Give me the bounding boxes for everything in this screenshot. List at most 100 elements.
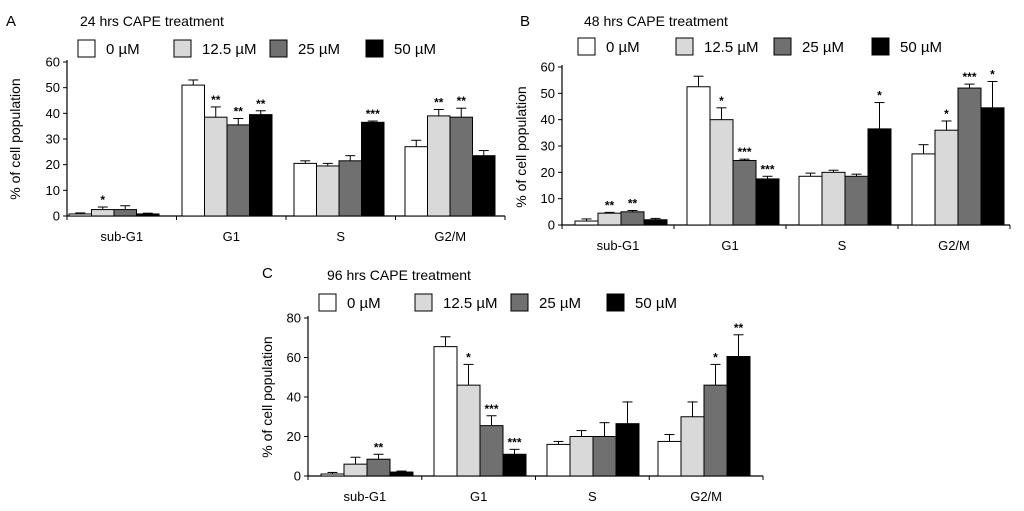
- legend-swatch: [871, 37, 890, 56]
- panel-letter: C: [262, 265, 273, 282]
- x-tick-label: G2/M: [690, 489, 722, 504]
- bar: [472, 155, 496, 217]
- significance-label: *: [990, 67, 995, 81]
- legend-label: 25 µM: [539, 295, 581, 312]
- bar: [686, 86, 711, 226]
- bar: [597, 212, 622, 226]
- significance-label: ***: [366, 107, 380, 121]
- bar: [449, 116, 473, 217]
- y-tick-label: 40: [46, 106, 60, 121]
- x-tick-label: G2/M: [434, 229, 466, 244]
- panel-letter: B: [520, 13, 530, 30]
- legend-label: 25 µM: [802, 39, 844, 56]
- bar: [343, 463, 368, 477]
- x-tick-label: sub-G1: [597, 238, 640, 253]
- bar: [456, 384, 481, 477]
- bar: [293, 162, 317, 217]
- bar: [136, 213, 160, 217]
- significance-label: ***: [484, 402, 498, 416]
- legend-label: 50 µM: [900, 39, 942, 56]
- bar: [867, 128, 892, 226]
- y-tick-label: 60: [46, 55, 60, 70]
- significance-label: ***: [962, 70, 976, 84]
- legend-swatch: [773, 37, 792, 56]
- bar: [726, 356, 751, 477]
- x-tick-label: sub-G1: [344, 489, 387, 504]
- y-tick-label: 50: [541, 86, 555, 101]
- y-tick-label: 0: [548, 218, 555, 233]
- legend-label: 0 µM: [347, 295, 381, 312]
- significance-label: *: [100, 193, 105, 207]
- bar: [320, 473, 345, 477]
- significance-label: **: [605, 198, 615, 212]
- bar: [592, 436, 617, 477]
- bar: [911, 153, 936, 226]
- bar: [226, 124, 250, 217]
- bar: [569, 436, 594, 477]
- bar: [433, 346, 458, 477]
- x-tick-label: S: [336, 229, 345, 244]
- chart-title: 48 hrs CAPE treatment: [584, 13, 728, 29]
- y-axis-label: % of cell population: [7, 78, 23, 199]
- legend-swatch: [414, 293, 433, 312]
- significance-label: **: [628, 197, 638, 211]
- legend-swatch: [577, 37, 596, 56]
- bar: [249, 114, 273, 217]
- bar: [204, 116, 228, 217]
- significance-label: ***: [507, 435, 521, 449]
- panel-c: C 96 hrs CAPE treatment 0 µM 12.5 µM 25 µM 50…: [259, 265, 764, 504]
- panel-a: A 24 hrs CAPE treatment 0 µM 12.5 µM 25 µM 50…: [6, 13, 506, 244]
- bar: [316, 165, 340, 217]
- bar: [934, 129, 959, 226]
- bar: [821, 171, 846, 226]
- bar: [574, 220, 599, 226]
- significance-label: **: [434, 95, 444, 109]
- y-tick-label: 10: [541, 191, 555, 206]
- legend-swatch: [510, 293, 529, 312]
- significance-label: **: [457, 94, 467, 108]
- bar: [338, 160, 362, 217]
- significance-label: *: [466, 350, 471, 364]
- y-tick-label: 80: [287, 311, 301, 326]
- y-tick-label: 40: [287, 390, 301, 405]
- legend-label: 0 µM: [106, 41, 140, 58]
- bar: [732, 159, 757, 226]
- significance-label: **: [374, 440, 384, 454]
- bar: [389, 471, 414, 477]
- bar: [620, 211, 645, 226]
- y-tick-label: 60: [541, 60, 555, 75]
- y-tick-label: 60: [287, 350, 301, 365]
- bar: [844, 175, 869, 226]
- legend-label: 12.5 µM: [443, 295, 498, 312]
- bar: [479, 425, 504, 477]
- chart-title: 96 hrs CAPE treatment: [327, 267, 471, 283]
- significance-label: *: [719, 94, 724, 108]
- y-tick-label: 0: [294, 469, 301, 484]
- legend-label: 50 µM: [394, 41, 436, 58]
- significance-label: *: [713, 350, 718, 364]
- bar: [366, 458, 391, 477]
- panel-letter: A: [6, 13, 16, 30]
- legend-label: 50 µM: [635, 295, 677, 312]
- legend-swatch: [269, 39, 288, 58]
- bar: [404, 146, 428, 217]
- x-tick-label: S: [838, 238, 847, 253]
- panel-b: B 48 hrs CAPE treatment 0 µM 12.5 µM 25 µM 50…: [513, 13, 1011, 253]
- y-axis-label: % of cell population: [259, 336, 275, 457]
- y-tick-label: 30: [46, 132, 60, 147]
- significance-label: ***: [760, 162, 774, 176]
- chart-title: 24 hrs CAPE treatment: [80, 13, 224, 29]
- y-tick-label: 50: [46, 80, 60, 95]
- y-axis-label: % of cell population: [513, 86, 529, 207]
- y-tick-label: 20: [541, 165, 555, 180]
- x-tick-label: G1: [721, 238, 738, 253]
- bar: [709, 119, 734, 226]
- y-tick-label: 30: [541, 139, 555, 154]
- y-tick-label: 20: [46, 157, 60, 172]
- y-tick-label: 10: [46, 183, 60, 198]
- x-tick-label: S: [588, 489, 597, 504]
- x-tick-label: G1: [470, 489, 487, 504]
- significance-label: **: [211, 93, 221, 107]
- bar: [361, 121, 385, 217]
